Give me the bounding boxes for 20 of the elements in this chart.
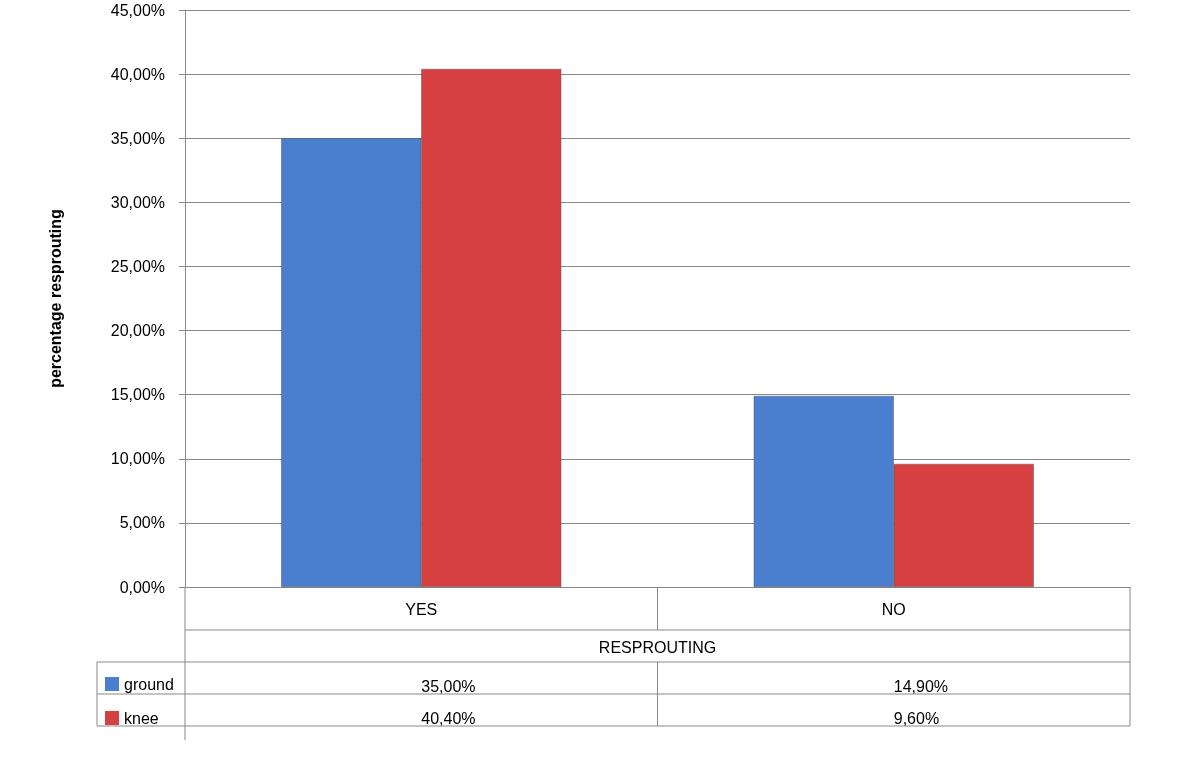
y-tick-label: 40,00% [110, 65, 165, 83]
data-label: 14,90% [893, 677, 949, 695]
data-label: 9,60% [893, 709, 940, 727]
y-tick-label: 10,00% [110, 450, 165, 468]
x-axis-title: RESPROUTING [598, 638, 717, 656]
y-tick-label: 35,00% [110, 129, 165, 147]
x-tick-label: NO [881, 600, 906, 618]
legend-label: knee [124, 709, 159, 727]
x-tick-label: YES [405, 600, 438, 618]
y-tick-label: 15,00% [110, 386, 165, 404]
data-label: 40,40% [421, 709, 476, 727]
y-axis-title: percentage resprouting [46, 209, 64, 388]
y-tick-label: 20,00% [110, 322, 165, 340]
data-label: 35,00% [421, 677, 476, 695]
y-tick-label: 30,00% [110, 193, 165, 211]
y-tick-label: 45,00% [110, 1, 165, 19]
y-tick-label: 0,00% [119, 578, 165, 596]
y-tick-label: 5,00% [119, 514, 165, 532]
y-tick-label: 25,00% [110, 257, 165, 275]
legend-label: ground [124, 675, 174, 693]
